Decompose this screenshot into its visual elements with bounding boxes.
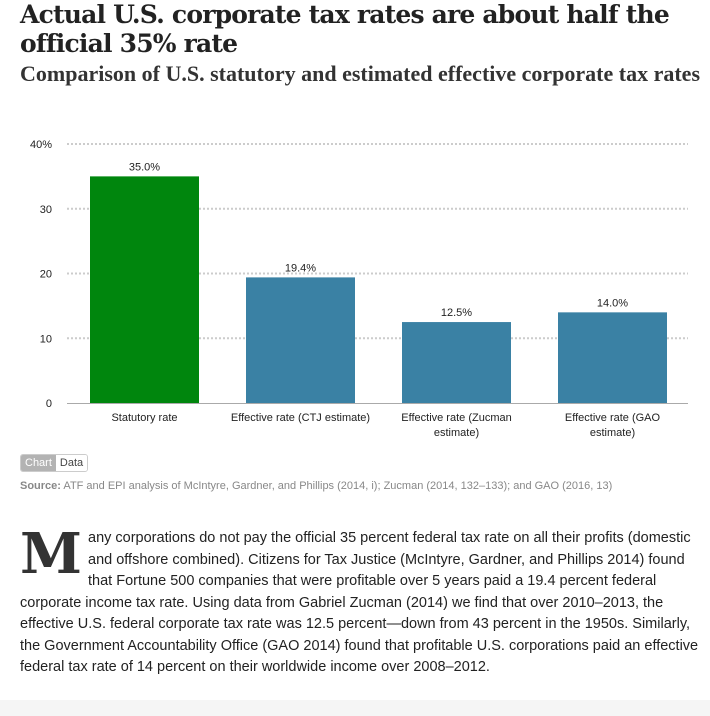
footer-strip [0,700,710,716]
bar[interactable] [246,277,355,403]
bar-value-labels: 35.0% 19.4% 12.5% 14.0% [129,161,628,319]
y-tick-label: 0 [46,398,52,410]
category-labels: Statutory rate Effective rate (CTJ estima… [111,412,660,439]
chart-title: Actual U.S. corporate tax rates are abou… [20,0,670,58]
data-tab[interactable]: Data [55,455,88,471]
category-label: estimate) [434,427,479,439]
chart-data-toggle[interactable]: Chart Data [20,454,89,472]
bar-value-label: 19.4% [285,262,316,274]
y-tick-label: 40% [30,139,52,151]
bar-value-label: 35.0% [129,161,160,173]
y-tick-label: 30 [40,204,52,216]
drop-cap: M [20,521,82,587]
bars [90,176,667,403]
bar-value-label: 14.0% [597,297,628,309]
category-label: Effective rate (GAO [565,412,661,424]
chart-subtitle: Comparison of U.S. statutory and estimat… [20,61,701,86]
article-text: any corporations do not pay the official… [20,530,699,675]
source-label: Source: [20,480,61,492]
category-label: Effective rate (Zucman [401,412,511,424]
y-tick-label: 10 [40,333,52,345]
bar-value-label: 12.5% [441,307,472,319]
bar[interactable] [402,322,511,403]
category-label: Statutory rate [111,412,177,424]
bar[interactable] [558,312,667,403]
chart-tab[interactable]: Chart [21,455,56,471]
category-label: estimate) [590,427,635,439]
bar[interactable] [90,176,199,403]
category-label: Effective rate (CTJ estimate) [231,412,370,424]
y-tick-label: 20 [40,269,52,281]
bar-chart: 0 10 20 30 40% 35.0% 19.4% 12.5% 14.0% Statutor… [30,139,688,439]
y-axis-ticks: 0 10 20 30 40% [30,139,52,410]
source-note: Source: ATF and EPI analysis of McIntyre… [20,480,612,492]
source-text: ATF and EPI analysis of McIntyre, Gardne… [60,480,613,492]
